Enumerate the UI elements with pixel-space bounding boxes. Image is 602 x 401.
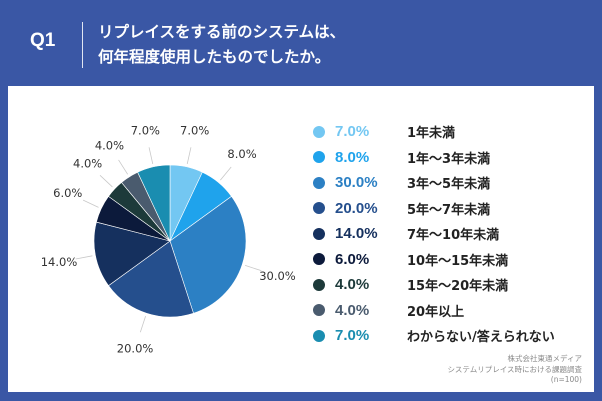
legend-value-3: 20.0% [335,199,378,217]
data-label-2: 30.0% [259,269,296,283]
pie-chart: 7.0% 8.0% 30.0% 20.0% 14.0% 6.0% 4.0% 4.0% 7.0% [41,124,296,356]
legend: 7.0% 1年未満 8.0% 1年〜3年未満 30.0% 3年〜5年未満 20.0% 5年〜7… [313,119,555,349]
legend-value-5: 6.0% [335,250,370,268]
data-label-0: 7.0% [180,124,209,138]
legend-item-2: 30.0% 3年〜5年未満 [313,170,555,196]
data-label-5: 6.0% [53,186,82,200]
brand-logo: リサピー [12,374,81,391]
leader-line-2 [245,265,262,272]
legend-item-0: 7.0% 1年未満 [313,119,555,145]
legend-swatch-4 [313,227,325,240]
legend-swatch-0 [313,125,325,138]
source-line-2: システムリプレイス時における課題調査 [447,364,582,374]
legend-value-0: 7.0% [335,123,370,141]
data-label-3: 20.0% [117,341,154,355]
pie-slice-3 [108,240,194,318]
legend-item-7: 4.0% 20年以上 [313,298,555,324]
legend-swatch-1 [313,151,325,164]
legend-item-6: 4.0% 15年〜20年未満 [313,272,555,298]
legend-swatch-6 [313,278,325,291]
legend-value-2: 30.0% [335,174,378,192]
legend-label-8: わからない/答えられない [407,330,555,346]
leader-line-6 [99,174,113,188]
source-line-3: (n=100) [550,375,582,384]
leader-line-0 [186,147,192,164]
legend-label-0: 1年未満 [407,126,456,142]
question-line-2: 何年程度使用したものでしたか。 [98,48,331,66]
legend-label-2: 3年〜5年未満 [407,177,491,193]
legend-value-6: 4.0% [335,276,370,294]
leader-line-8 [148,147,154,164]
source-note: 株式会社東通メディア システムリプレイス時における課題調査 (n=100) [447,354,582,386]
leader-line-3 [139,316,146,333]
speech-bubble-icon [13,375,27,390]
legend-item-1: 8.0% 1年〜3年未満 [313,145,555,171]
leader-line-5 [82,199,99,208]
legend-item-8: 7.0% わからない/答えられない [313,323,555,349]
pie-slice-4 [93,221,171,287]
header-divider [82,22,83,68]
data-label-4: 14.0% [41,255,78,269]
legend-item-4: 14.0% 7年〜10年未満 [313,221,555,247]
question-text: リプレイスをする前のシステムは、 何年程度使用したものでしたか。 [98,20,345,70]
source-line-1: 株式会社東通メディア [507,354,582,363]
legend-value-7: 4.0% [335,301,370,319]
legend-swatch-3 [313,202,325,215]
legend-item-3: 20.0% 5年〜7年未満 [313,196,555,222]
question-line-1: リプレイスをする前のシステムは、 [98,23,346,41]
data-label-1: 8.0% [227,147,256,161]
legend-value-8: 7.0% [335,327,370,345]
leader-line-7 [118,159,129,175]
data-label-8: 7.0% [131,124,160,138]
legend-swatch-7 [313,304,325,317]
pie-slice-8 [137,164,171,242]
legend-swatch-8 [313,329,325,342]
data-label-7: 4.0% [95,139,124,153]
chart-card: 7.0% 8.0% 30.0% 20.0% 14.0% 6.0% 4.0% 4.0% 7.0% … [8,86,594,392]
data-label-6: 4.0% [73,157,102,171]
pie-slice-2 [169,195,247,314]
question-number: Q1 [30,30,56,51]
brand-logo-text: リサピー [33,376,82,390]
legend-value-1: 8.0% [335,148,370,166]
legend-label-5: 10年〜15年未満 [407,253,509,269]
legend-label-6: 15年〜20年未満 [407,279,509,295]
leader-line-1 [220,166,232,181]
legend-label-7: 20年以上 [407,304,465,320]
legend-swatch-5 [313,253,325,266]
legend-item-5: 6.0% 10年〜15年未満 [313,247,555,273]
legend-value-4: 14.0% [335,225,378,243]
legend-label-3: 5年〜7年未満 [407,202,491,218]
legend-label-1: 1年〜3年未満 [407,151,491,167]
leader-line-4 [75,255,93,260]
legend-label-4: 7年〜10年未満 [407,228,500,244]
legend-swatch-2 [313,176,325,189]
